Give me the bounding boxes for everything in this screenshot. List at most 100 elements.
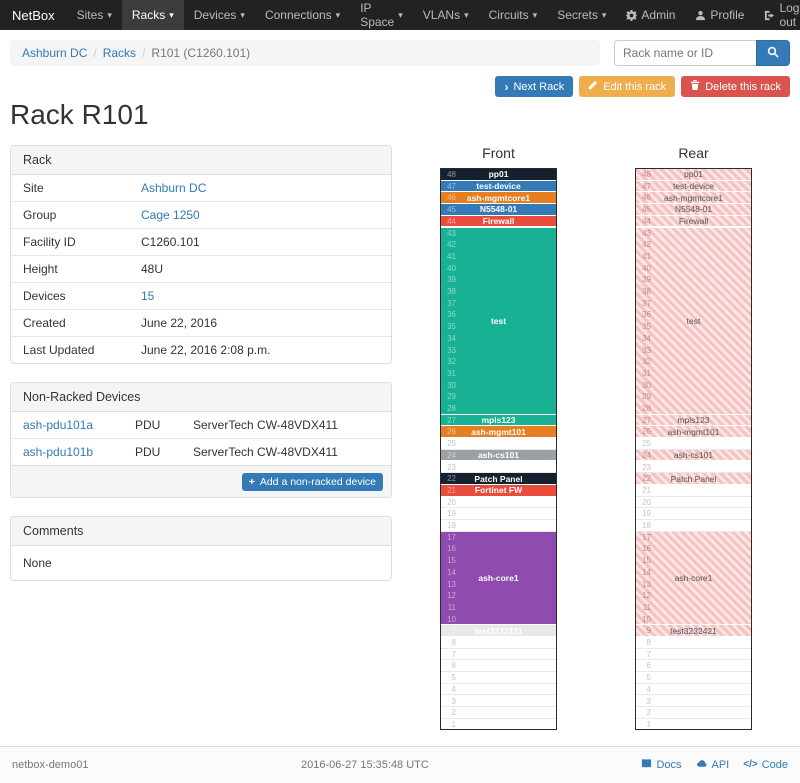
device-block-label: mpls123 bbox=[677, 415, 710, 426]
device-block-label: pp01 bbox=[684, 169, 703, 180]
edit-rack-label: Edit this rack bbox=[603, 80, 667, 93]
front-elevation: Front 48 47 46 45 44 43 42 41 40 39 38 37 36 35 34 33 32… bbox=[440, 145, 557, 730]
device-block-front-mpls123[interactable]: mpls123 bbox=[441, 414, 556, 427]
attr-value-link[interactable]: Cage 1250 bbox=[141, 208, 200, 222]
attr-value-link[interactable]: 15 bbox=[141, 289, 155, 303]
device-block-rear-firewall[interactable]: Firewall bbox=[636, 215, 751, 228]
profile-link[interactable]: Profile bbox=[685, 0, 754, 30]
attr-value: June 22, 2016 bbox=[129, 309, 391, 337]
device-link[interactable]: ash-pdu101b bbox=[23, 445, 94, 459]
device-block-rear-ash-mgmt101[interactable]: ash-mgmt101 bbox=[636, 426, 751, 439]
next-rack-button[interactable]: › Next Rack bbox=[495, 76, 574, 97]
breadcrumb-separator: / bbox=[142, 46, 146, 60]
device-block-front-fortinet-fw[interactable]: Fortinet FW bbox=[441, 484, 556, 497]
rack-unit-20 bbox=[441, 497, 556, 509]
rear-elevation: Rear 48 47 46 45 44 43 42 41 40 39 38 37 36 35 34 33 32 3… bbox=[635, 145, 752, 730]
search-button[interactable] bbox=[756, 40, 790, 66]
breadcrumb-item[interactable]: Racks bbox=[102, 46, 137, 60]
device-block-rear-n5548-01[interactable]: N5548-01 bbox=[636, 204, 751, 216]
device-block-label: N5548-01 bbox=[479, 204, 518, 215]
device-block-rear-patch-panel[interactable]: Patch Panel bbox=[636, 473, 751, 485]
device-block-rear-test3232421[interactable]: test3232421 bbox=[636, 625, 751, 637]
attr-value-link[interactable]: Ashburn DC bbox=[141, 181, 207, 195]
device-block-front-test3232421[interactable]: test3232421 bbox=[441, 625, 556, 637]
device-block-front-ash-cs101[interactable]: ash-cs101 bbox=[441, 449, 556, 462]
delete-rack-label: Delete this rack bbox=[705, 80, 781, 93]
breadcrumb-row: Ashburn DC / Racks / R101 (C1260.101) bbox=[0, 30, 800, 66]
rack-unit-20 bbox=[636, 497, 751, 509]
device-block-front-test[interactable]: test bbox=[441, 227, 556, 415]
table-row: Facility ID C1260.101 bbox=[11, 228, 391, 256]
rack-unit-6 bbox=[636, 660, 751, 673]
search-input[interactable] bbox=[614, 40, 756, 66]
device-block-rear-test[interactable]: test bbox=[636, 227, 751, 415]
attr-value: June 22, 2016 2:08 p.m. bbox=[129, 336, 391, 363]
nav-item-vlans[interactable]: VLANs ▾ bbox=[422, 8, 469, 22]
comments-panel: Comments None bbox=[10, 516, 392, 581]
device-block-rear-ash-cs101[interactable]: ash-cs101 bbox=[636, 449, 751, 462]
device-block-front-pp01[interactable]: pp01 bbox=[441, 169, 556, 181]
edit-rack-button[interactable]: Edit this rack bbox=[579, 76, 676, 97]
device-block-label: test-device bbox=[672, 181, 715, 192]
nav-item-circuits[interactable]: Circuits ▾ bbox=[488, 8, 538, 22]
breadcrumb-separator: / bbox=[93, 46, 97, 60]
docs-link[interactable]: Docs bbox=[641, 758, 682, 772]
breadcrumb-item[interactable]: Ashburn DC bbox=[22, 46, 88, 60]
rack-unit-8 bbox=[441, 637, 556, 649]
table-row: Last Updated June 22, 2016 2:08 p.m. bbox=[11, 336, 391, 363]
attr-label: Last Updated bbox=[11, 336, 129, 363]
attr-value: 48U bbox=[129, 255, 391, 283]
add-non-racked-button[interactable]: + Add a non-racked device bbox=[241, 473, 383, 491]
device-block-rear-test-device[interactable]: test-device bbox=[636, 180, 751, 193]
device-block-rear-ash-core1[interactable]: ash-core1 bbox=[636, 531, 751, 626]
device-block-label: N5548-01 bbox=[674, 204, 713, 215]
rack-unit-8 bbox=[636, 637, 751, 649]
rack-unit-4 bbox=[441, 684, 556, 696]
device-block-label: test3232421 bbox=[670, 625, 717, 636]
device-block-front-patch-panel[interactable]: Patch Panel bbox=[441, 473, 556, 485]
attr-label: Created bbox=[11, 309, 129, 337]
nav-item-racks[interactable]: Racks ▾ bbox=[121, 0, 184, 30]
device-block-label: ash-cs101 bbox=[477, 450, 520, 461]
nav-item-secrets[interactable]: Secrets ▾ bbox=[557, 8, 607, 22]
table-row: Devices 15 bbox=[11, 282, 391, 310]
device-block-label: mpls123 bbox=[481, 415, 516, 426]
page-title: Rack R101 bbox=[10, 99, 149, 130]
rack-unit-5 bbox=[441, 672, 556, 684]
nav-item-ip-space[interactable]: IP Space ▾ bbox=[360, 1, 403, 29]
rack-unit-7 bbox=[441, 649, 556, 661]
nav-item-connections[interactable]: Connections ▾ bbox=[264, 8, 341, 22]
device-block-front-ash-core1[interactable]: ash-core1 bbox=[441, 531, 556, 626]
gear-icon bbox=[626, 9, 638, 21]
device-type-cell: PDU bbox=[135, 418, 161, 432]
device-block-front-test-device[interactable]: test-device bbox=[441, 180, 556, 193]
device-block-front-firewall[interactable]: Firewall bbox=[441, 215, 556, 228]
nav-item-sites[interactable]: Sites ▾ bbox=[76, 8, 112, 22]
nav-item-devices[interactable]: Devices ▾ bbox=[193, 8, 245, 22]
delete-rack-button[interactable]: Delete this rack bbox=[681, 76, 790, 97]
api-link[interactable]: API bbox=[696, 758, 730, 772]
device-block-front-n5548-01[interactable]: N5548-01 bbox=[441, 204, 556, 216]
attr-label: Group bbox=[11, 201, 129, 229]
rack-unit-18 bbox=[441, 520, 556, 532]
device-block-front-ash-mgmt101[interactable]: ash-mgmt101 bbox=[441, 426, 556, 439]
breadcrumb: Ashburn DC / Racks / R101 (C1260.101) bbox=[10, 40, 600, 66]
device-block-label: ash-mgmt101 bbox=[667, 426, 720, 437]
device-block-front-ash-mgmtcore1[interactable]: ash-mgmtcore1 bbox=[441, 192, 556, 205]
device-block-rear-pp01[interactable]: pp01 bbox=[636, 169, 751, 181]
footer-links: Docs API </> Code bbox=[641, 758, 788, 772]
page-footer: netbox-demo01 2016-06-27 15:35:48 UTC Do… bbox=[0, 745, 800, 783]
code-link[interactable]: </> Code bbox=[743, 758, 788, 772]
device-block-label: Patch Panel bbox=[670, 473, 717, 484]
rack-unit-25 bbox=[636, 438, 751, 450]
device-block-rear-mpls123[interactable]: mpls123 bbox=[636, 414, 751, 427]
attr-label: Devices bbox=[11, 282, 129, 310]
logout-link[interactable]: Log out bbox=[754, 0, 800, 30]
nav-menu: Sites ▾ Racks ▾ Devices ▾ Connections ▾ IP Space… bbox=[67, 0, 617, 30]
rack-panel-title: Rack bbox=[11, 146, 391, 175]
brand[interactable]: NetBox bbox=[12, 7, 55, 23]
device-block-rear-ash-mgmtcore1[interactable]: ash-mgmtcore1 bbox=[636, 192, 751, 205]
device-link[interactable]: ash-pdu101a bbox=[23, 418, 94, 432]
api-label: API bbox=[711, 758, 730, 771]
admin-link[interactable]: Admin bbox=[616, 0, 685, 30]
